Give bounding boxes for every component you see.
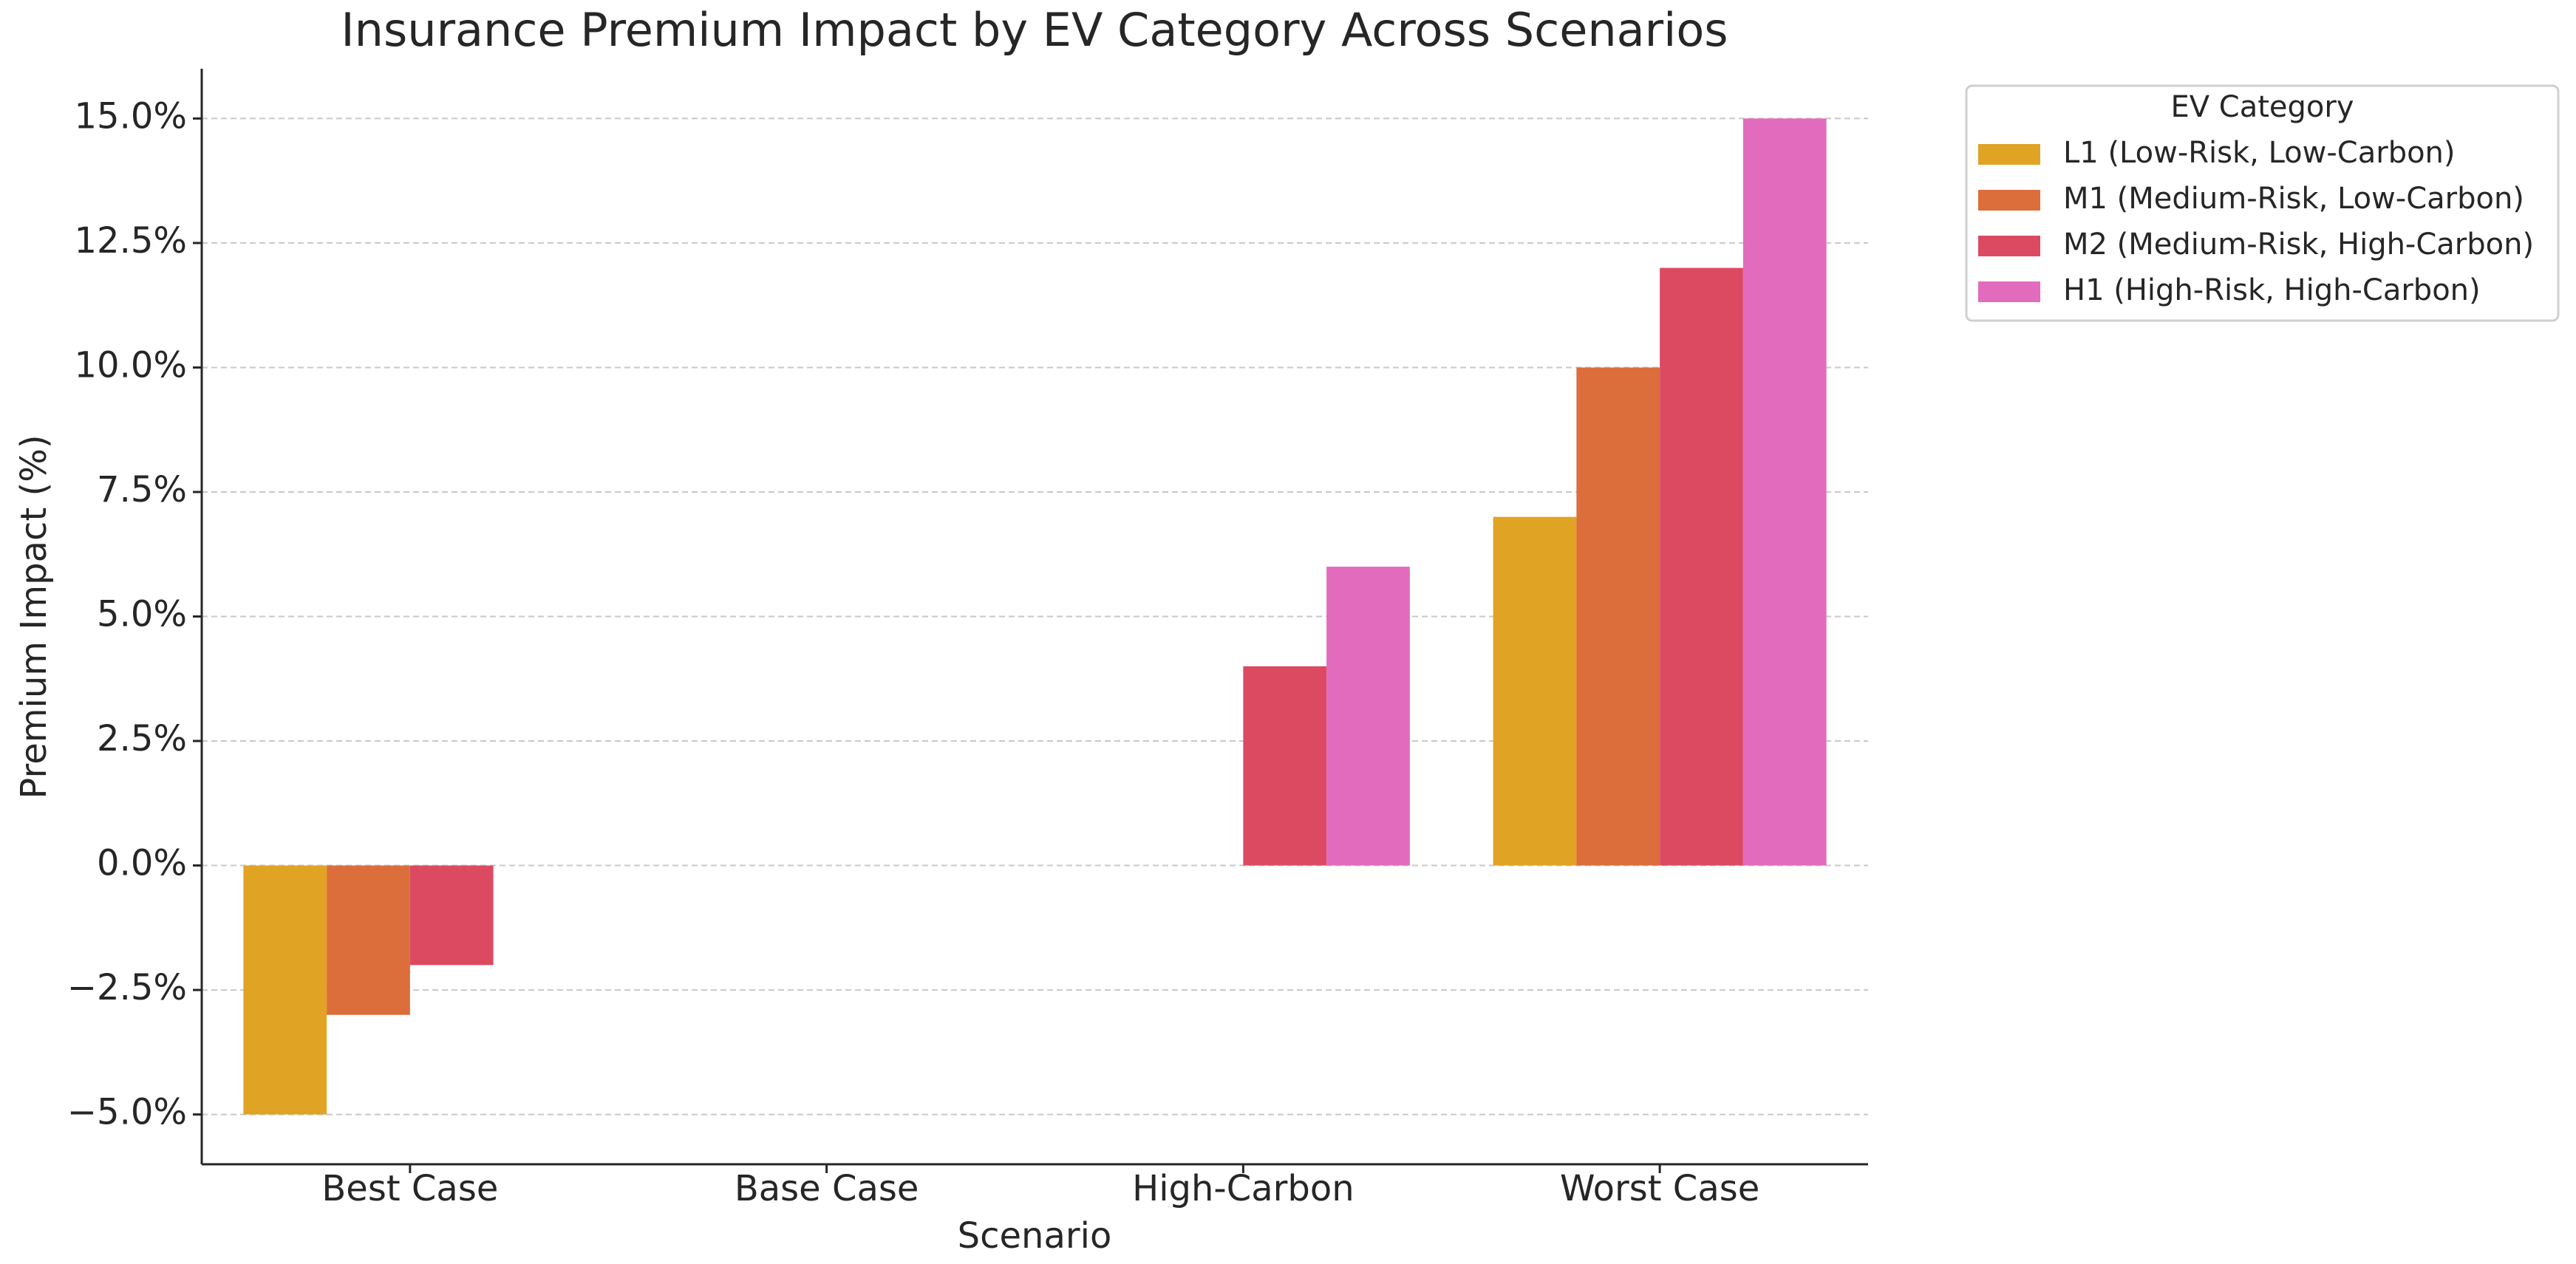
y-tick-label: 0.0% [97,843,187,884]
x-axis-label: Scenario [958,1215,1112,1257]
bar [1493,516,1577,866]
bar [409,865,494,966]
x-tick-label: Base Case [735,1168,919,1209]
y-tick-label: 5.0% [97,594,187,635]
y-tick-label: 7.5% [97,469,187,510]
legend-swatch [1978,236,2040,256]
legend-label: L1 (Low-Risk, Low-Carbon) [2063,136,2456,170]
bar [1576,367,1660,866]
legend-label: H1 (High-Risk, High-Carbon) [2063,273,2481,307]
chart-title: Insurance Premium Impact by EV Category … [341,3,1728,57]
x-tick-label: High-Carbon [1132,1168,1355,1209]
bar [1742,118,1827,866]
y-axis-label: Premium Impact (%) [13,434,55,799]
y-tick-label: −2.5% [67,967,187,1008]
x-tick-label: Best Case [321,1168,498,1209]
y-tick-label: 12.5% [75,220,187,262]
y-tick-label: −5.0% [67,1092,187,1133]
y-tick-label: 10.0% [75,344,187,386]
bar [1660,267,1743,866]
x-tick-label: Worst Case [1560,1168,1759,1209]
legend-box [1965,84,2560,322]
bar [1326,567,1410,866]
y-tick-label: 2.5% [97,718,187,759]
legend-swatch [1978,190,2040,211]
legend-swatch [1978,144,2040,165]
legend-label: M2 (Medium-Risk, High-Carbon) [2063,228,2534,262]
legend-title: EV Category [2170,90,2354,124]
legend-swatch [1978,281,2040,302]
y-tick-label: 15.0% [75,95,187,137]
bar [1243,666,1327,866]
bar [243,865,327,1115]
bar [327,865,410,1015]
legend-label: M1 (Medium-Risk, Low-Carbon) [2063,182,2524,216]
